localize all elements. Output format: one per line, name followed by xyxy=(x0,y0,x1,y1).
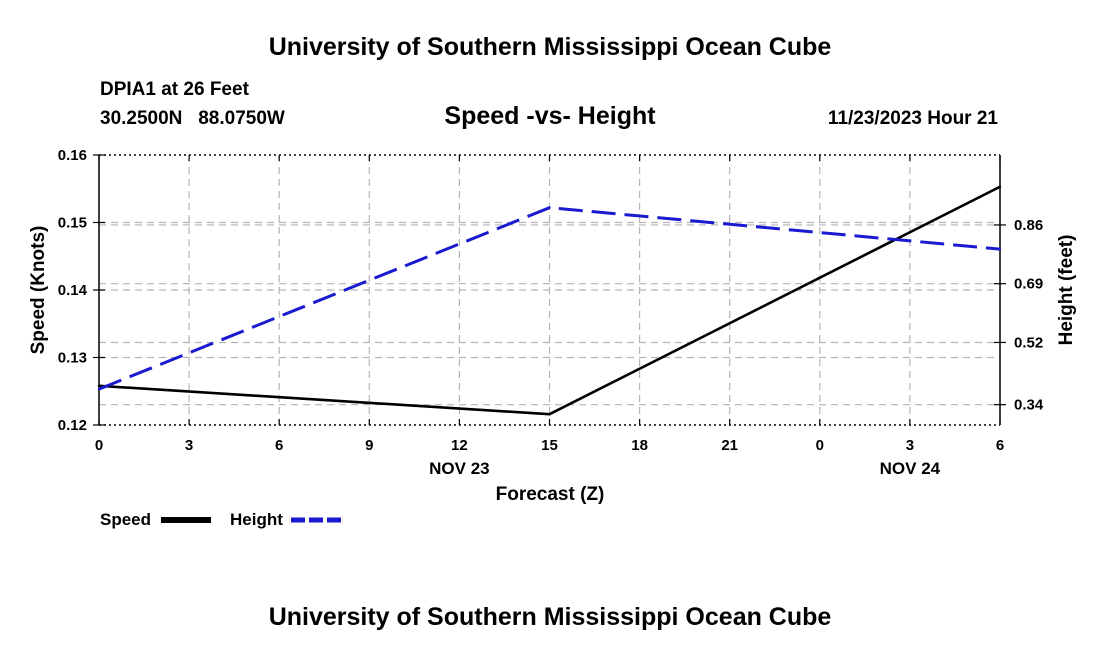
x-tick-label: 9 xyxy=(365,437,373,454)
legend-label-height: Height xyxy=(230,510,283,529)
y2-axis-label: Height (feet) xyxy=(1056,235,1077,346)
y-tick-label: 0.12 xyxy=(58,417,87,434)
x-axis-label: Forecast (Z) xyxy=(496,484,605,505)
x-tick-label: 0 xyxy=(816,437,824,454)
data-point-speed xyxy=(998,185,1002,188)
date-label: NOV 23 xyxy=(429,459,489,478)
data-point-height xyxy=(998,247,1002,251)
station-label: DPIA1 at 26 Feet xyxy=(100,79,250,100)
y2-tick-label: 0.69 xyxy=(1014,276,1043,293)
x-tick-label: 0 xyxy=(95,437,103,454)
x-tick-label: 18 xyxy=(631,437,648,454)
y-tick-label: 0.14 xyxy=(58,282,88,299)
x-tick-label: 6 xyxy=(275,437,283,454)
page-title: University of Southern Mississippi Ocean… xyxy=(269,33,832,61)
x-tick-label: 6 xyxy=(996,437,1004,454)
data-point-speed xyxy=(548,413,551,416)
x-tick-label: 3 xyxy=(906,437,914,454)
data-series xyxy=(97,185,1002,416)
coords-label: 30.2500N 88.0750W xyxy=(100,108,285,129)
chart-title: Speed -vs- Height xyxy=(444,102,656,130)
data-point-height xyxy=(97,387,101,391)
y2-tick-label: 0.52 xyxy=(1014,334,1043,351)
x-tick-label: 3 xyxy=(185,437,193,454)
data-point-height xyxy=(548,206,551,209)
axes: 0 3 6 9 12 15 18 21 0 3 6 NOV 23 NOV 24 0.12 0.13 0.14 0… xyxy=(58,147,1044,478)
x-tick-label: 21 xyxy=(721,437,738,454)
y2-tick-label: 0.34 xyxy=(1014,397,1044,414)
datetime-label: 11/23/2023 Hour 21 xyxy=(828,108,998,129)
x-tick-label: 15 xyxy=(541,437,558,454)
y2-tick-label: 0.86 xyxy=(1014,217,1043,234)
footer-title: University of Southern Mississippi Ocean… xyxy=(269,603,832,631)
date-label: NOV 24 xyxy=(880,459,941,478)
data-point-speed xyxy=(97,384,101,388)
y-tick-label: 0.16 xyxy=(58,147,87,164)
y-axis-label: Speed (Knots) xyxy=(28,226,49,355)
grid-lines xyxy=(99,155,1000,425)
y-tick-label: 0.15 xyxy=(58,215,87,232)
legend: Speed Height xyxy=(100,510,342,529)
x-tick-label: 12 xyxy=(451,437,468,454)
legend-label-speed: Speed xyxy=(100,510,151,529)
y-tick-label: 0.13 xyxy=(58,350,87,367)
